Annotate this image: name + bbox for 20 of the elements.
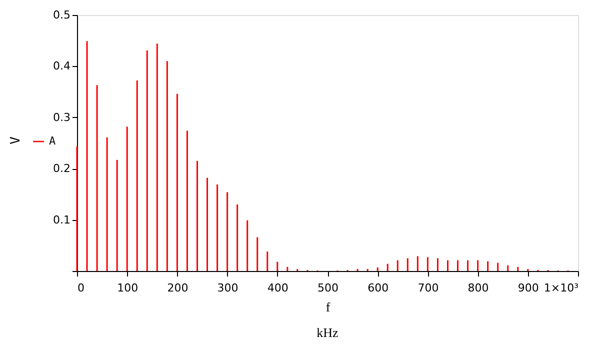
x-tick-label: 300	[217, 282, 238, 294]
x-tick-label: 800	[468, 282, 489, 294]
y-tick-label: 0.2	[53, 162, 70, 176]
y-tick-label: 0.5	[53, 8, 70, 22]
x-tick-label: 600	[368, 282, 389, 294]
x-tick-label: 200	[167, 282, 188, 294]
x-tick-label: 900	[518, 282, 539, 294]
y-axis-title: V	[8, 136, 24, 144]
legend-label: A	[49, 134, 56, 148]
x-tick-label: 0	[78, 282, 84, 294]
x-tick-label: 100	[117, 282, 138, 294]
x-tick-label: 700	[418, 282, 439, 294]
y-tick-label: 0.4	[53, 60, 70, 73]
y-tick-label: 0.3	[53, 110, 70, 124]
x-tick-label: 400	[267, 282, 288, 294]
y-tick-label: 0.1	[53, 213, 70, 226]
x-tick-label: 500	[318, 282, 338, 294]
x-tick-label: 1×10³	[544, 282, 578, 294]
x-axis-title: f	[326, 300, 331, 314]
text: kHz	[316, 325, 339, 340]
